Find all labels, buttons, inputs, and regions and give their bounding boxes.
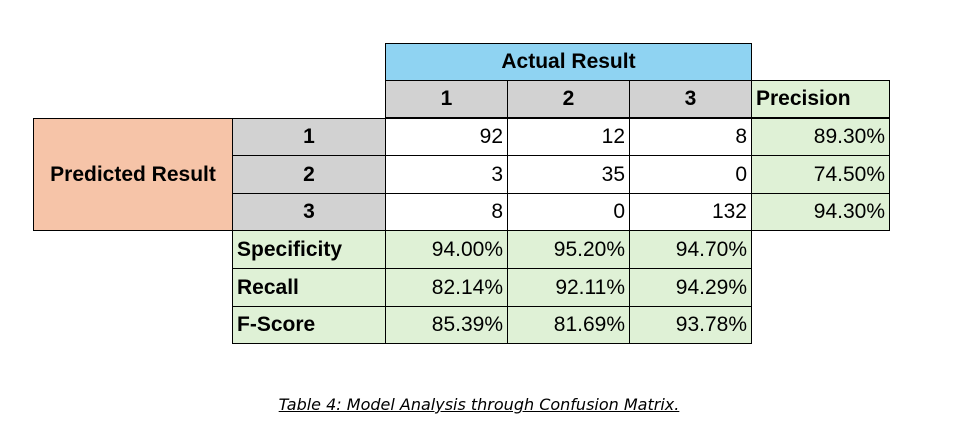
column-header-class-1: 1: [385, 80, 508, 118]
matrix-cell-1-3: 8: [629, 118, 752, 156]
specificity-label: Specificity: [232, 230, 386, 269]
matrix-cell-1-1: 92: [385, 118, 508, 156]
matrix-cell-2-1: 3: [385, 155, 508, 194]
row-header-class-3: 3: [232, 193, 386, 231]
f-score-value-2: 81.69%: [507, 306, 630, 344]
matrix-cell-3-1: 8: [385, 193, 508, 231]
precision-value-3: 94.30%: [751, 193, 890, 231]
recall-value-1: 82.14%: [385, 268, 508, 307]
recall-value-3: 94.29%: [629, 268, 752, 307]
specificity-value-1: 94.00%: [385, 230, 508, 269]
matrix-cell-3-3: 132: [629, 193, 752, 231]
recall-label: Recall: [232, 268, 386, 307]
specificity-value-2: 95.20%: [507, 230, 630, 269]
f-score-value-3: 93.78%: [629, 306, 752, 344]
f-score-label: F-Score: [232, 306, 386, 344]
specificity-value-3: 94.70%: [629, 230, 752, 269]
precision-value-2: 74.50%: [751, 155, 890, 194]
column-header-class-2: 2: [507, 80, 630, 118]
matrix-cell-2-2: 35: [507, 155, 630, 194]
table-caption: Table 4: Model Analysis through Confusio…: [278, 395, 680, 414]
precision-header: Precision: [751, 80, 890, 118]
f-score-value-1: 85.39%: [385, 306, 508, 344]
row-header-class-2: 2: [232, 155, 386, 194]
actual-result-header: Actual Result: [385, 43, 752, 81]
precision-value-1: 89.30%: [751, 118, 890, 156]
matrix-cell-2-3: 0: [629, 155, 752, 194]
matrix-cell-1-2: 12: [507, 118, 630, 156]
predicted-result-header: Predicted Result: [33, 118, 233, 231]
matrix-cell-3-2: 0: [507, 193, 630, 231]
column-header-class-3: 3: [629, 80, 752, 118]
recall-value-2: 92.11%: [507, 268, 630, 307]
row-header-class-1: 1: [232, 118, 386, 156]
